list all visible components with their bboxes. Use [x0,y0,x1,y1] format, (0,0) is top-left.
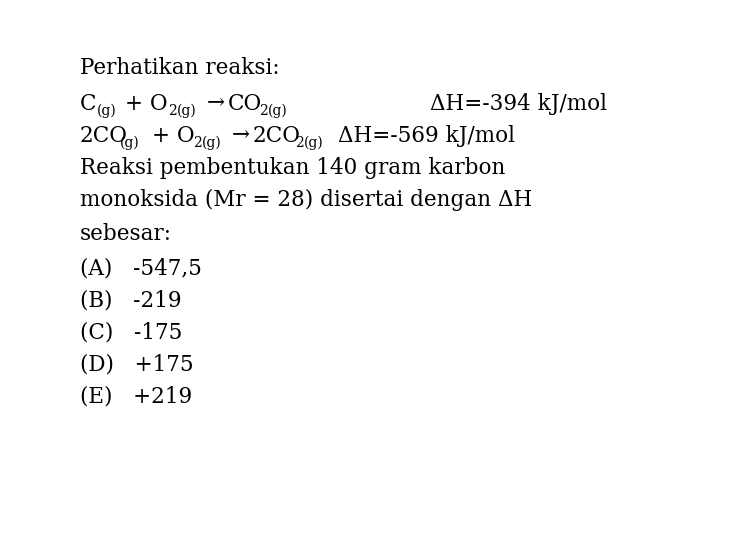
Text: (E)   +219: (E) +219 [80,385,192,407]
Text: (g): (g) [120,136,139,150]
Text: ΔH=-394 kJ/mol: ΔH=-394 kJ/mol [430,93,607,115]
Text: (g): (g) [177,104,197,118]
Text: 2: 2 [259,104,268,118]
Text: →: → [232,125,250,147]
Text: 2: 2 [295,136,304,150]
Text: (g): (g) [268,104,288,118]
Text: (D)   +175: (D) +175 [80,353,194,375]
Text: CO: CO [228,93,262,115]
Text: C: C [80,93,97,115]
Text: 2CO: 2CO [253,125,301,147]
Text: (g): (g) [97,104,117,118]
Text: Perhatikan reaksi:: Perhatikan reaksi: [80,57,280,79]
Text: 2: 2 [193,136,202,150]
Text: + O: + O [152,125,195,147]
Text: (g): (g) [202,136,222,150]
Text: ΔH=-569 kJ/mol: ΔH=-569 kJ/mol [338,125,515,147]
Text: (A)   -547,5: (A) -547,5 [80,257,202,279]
Text: →: → [207,93,225,115]
Text: Reaksi pembentukan 140 gram karbon: Reaksi pembentukan 140 gram karbon [80,157,505,179]
Text: (C)   -175: (C) -175 [80,321,182,343]
Text: + O: + O [125,93,167,115]
Text: (B)   -219: (B) -219 [80,289,182,311]
Text: (g): (g) [304,136,323,150]
Text: 2: 2 [168,104,176,118]
Text: sebesar:: sebesar: [80,223,172,245]
Text: monoksida (Mr = 28) disertai dengan ΔH: monoksida (Mr = 28) disertai dengan ΔH [80,189,532,211]
Text: 2CO: 2CO [80,125,128,147]
